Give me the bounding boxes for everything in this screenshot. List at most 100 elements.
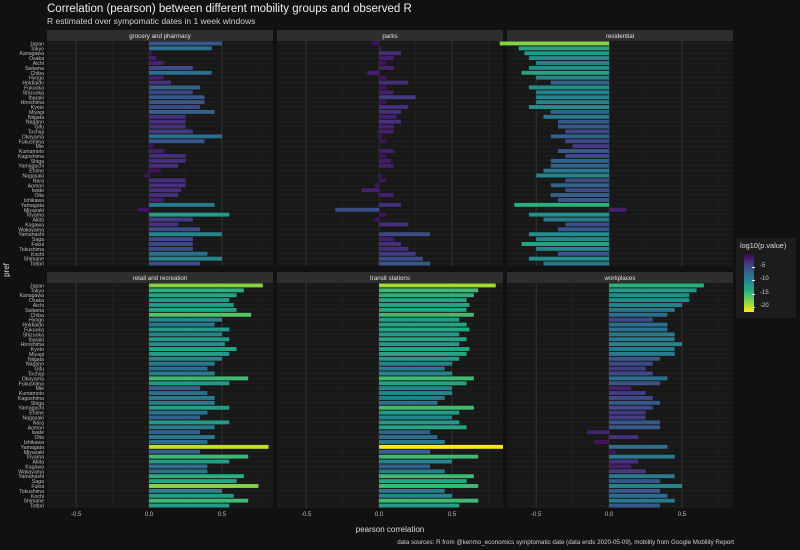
bar-retail-and-recreation-iwate (149, 430, 201, 435)
bar-parks-fukuoka (379, 85, 387, 90)
bar-retail-and-recreation-aomori (149, 425, 215, 430)
bar-retail-and-recreation-saitama (149, 307, 237, 312)
bar-workplaces-hyogo (609, 317, 653, 322)
bar-residential-akita (543, 217, 610, 222)
bar-transit-stations-tottori (379, 503, 460, 508)
y-tick-label: Fukuoka (24, 85, 44, 91)
bar-parks-shizuoka (379, 90, 394, 95)
y-tick-label: Japan (30, 41, 44, 47)
legend-tick-label: -15 (760, 289, 769, 296)
y-tick-label: Toyama (26, 213, 44, 219)
bar-retail-and-recreation-mie (149, 386, 201, 391)
bar-workplaces-fukuoka (609, 327, 668, 332)
bar-retail-and-recreation-tokyo (149, 288, 244, 293)
y-tick-label: Nagasaki (22, 416, 44, 422)
y-tick-label: Ishikawa (24, 198, 44, 204)
y-tick-label: Aomori (28, 425, 44, 431)
bar-grocery-and-pharmacy-aichi (149, 61, 164, 65)
bar-transit-stations-kochi (379, 493, 452, 498)
bar-retail-and-recreation-miyazaki (149, 449, 201, 454)
y-tick-label: Kanagawa (19, 51, 44, 57)
y-tick-label: Tokyo (30, 46, 44, 52)
bar-grocery-and-pharmacy-iwate (149, 188, 182, 193)
y-tick-label: Wakayama (18, 227, 44, 233)
bar-parks-iwate (361, 188, 380, 193)
bar-parks-aomori (374, 183, 380, 188)
bar-workplaces-miyagi (609, 351, 675, 356)
bar-retail-and-recreation-shiga (149, 400, 215, 405)
bar-transit-stations-shiga (379, 400, 438, 405)
bar-residential-nagasaki (536, 173, 610, 178)
bar-transit-stations-yamaguchi (379, 405, 474, 410)
bar-retail-and-recreation-kanagawa (149, 293, 237, 298)
bar-parks-kanagawa (379, 51, 401, 56)
bar-workplaces-saitama (609, 307, 675, 312)
bar-transit-stations-tokyo (379, 288, 479, 293)
y-tick-label: Yamanashi (18, 474, 44, 480)
bar-workplaces-kanagawa (609, 293, 690, 298)
bar-residential-kumamoto (558, 149, 610, 154)
bar-retail-and-recreation-yamanashi (149, 474, 244, 479)
y-tick-label: Saga (32, 479, 44, 485)
y-tick-label: Yamagata (21, 445, 44, 451)
y-tick-label: Ibaraki (28, 95, 44, 101)
bar-retail-and-recreation-aichi (149, 303, 234, 307)
bar-transit-stations-nagasaki (379, 415, 452, 420)
bar-retail-and-recreation-shizuoka (149, 332, 222, 337)
bar-grocery-and-pharmacy-miyagi (149, 109, 215, 114)
bar-transit-stations-fukui (379, 484, 479, 488)
y-tick-label: Yamanashi (18, 232, 44, 238)
bar-transit-stations-shizuoka (379, 332, 460, 337)
y-tick-label: Fukushima (19, 381, 44, 387)
y-tick-label: Aichi (33, 303, 44, 309)
bar-workplaces-niigata (609, 356, 661, 361)
bar-workplaces-japan (609, 283, 704, 288)
y-axis-title: pref (2, 262, 11, 277)
y-tick-label: Osaka (29, 56, 44, 62)
y-tick-label: Okayama (22, 134, 44, 140)
bar-parks-tokyo (379, 46, 382, 51)
x-tick-label: 0.5 (678, 512, 687, 518)
y-tick-label: Tochigi (28, 129, 44, 135)
bar-workplaces-tochigi (609, 371, 653, 376)
legend-title: log10(p.value) (740, 241, 787, 250)
bar-transit-stations-yamanashi (379, 474, 474, 479)
bar-parks-shiga (379, 158, 391, 163)
bar-grocery-and-pharmacy-nagano (149, 119, 186, 124)
y-tick-label: Ehime (29, 411, 44, 417)
y-tick-label: Kanagawa (19, 293, 44, 299)
bar-retail-and-recreation-osaka (149, 298, 230, 303)
bar-parks-kagawa (379, 222, 409, 227)
bar-grocery-and-pharmacy-nara (149, 178, 186, 183)
y-tick-label: Fukui (31, 242, 44, 248)
bar-grocery-and-pharmacy-tokyo (149, 46, 212, 51)
y-tick-label: Osaka (29, 298, 44, 304)
bar-grocery-and-pharmacy-miyazaki (137, 207, 150, 212)
y-tick-label: Toyama (26, 455, 44, 461)
bar-residential-kyoto (528, 105, 610, 109)
bar-residential-shiga (550, 158, 610, 163)
y-tick-label: Fukushima (19, 139, 44, 145)
facet-strip-transit-stations (277, 272, 503, 283)
bar-transit-stations-miyazaki (379, 449, 431, 454)
bar-parks-toyama (379, 212, 387, 217)
chart-caption: data sources: R from @kenmo_economics sy… (397, 539, 734, 546)
y-tick-label: Hyogo (29, 76, 44, 82)
bar-grocery-and-pharmacy-nagasaki (144, 173, 150, 178)
y-tick-label: Shizuoka (23, 332, 44, 338)
bar-parks-yamanashi (379, 232, 431, 237)
y-tick-label: Saitama (25, 66, 44, 72)
bar-workplaces-iwate (587, 430, 610, 435)
bar-retail-and-recreation-oita (149, 435, 215, 440)
bar-transit-stations-nagano (379, 361, 452, 366)
y-tick-label: Tottori (30, 262, 44, 268)
bar-retail-and-recreation-akita (149, 459, 230, 464)
bar-residential-niigata (543, 114, 610, 119)
bar-workplaces-nagasaki (609, 415, 646, 420)
bar-grocery-and-pharmacy-niigata (149, 114, 186, 119)
y-tick-label: Tottori (30, 504, 44, 510)
bar-residential-ishikawa (558, 198, 610, 202)
y-tick-label: Saitama (25, 308, 44, 314)
bar-transit-stations-mie (379, 386, 452, 391)
bar-workplaces-kyoto (609, 347, 675, 351)
